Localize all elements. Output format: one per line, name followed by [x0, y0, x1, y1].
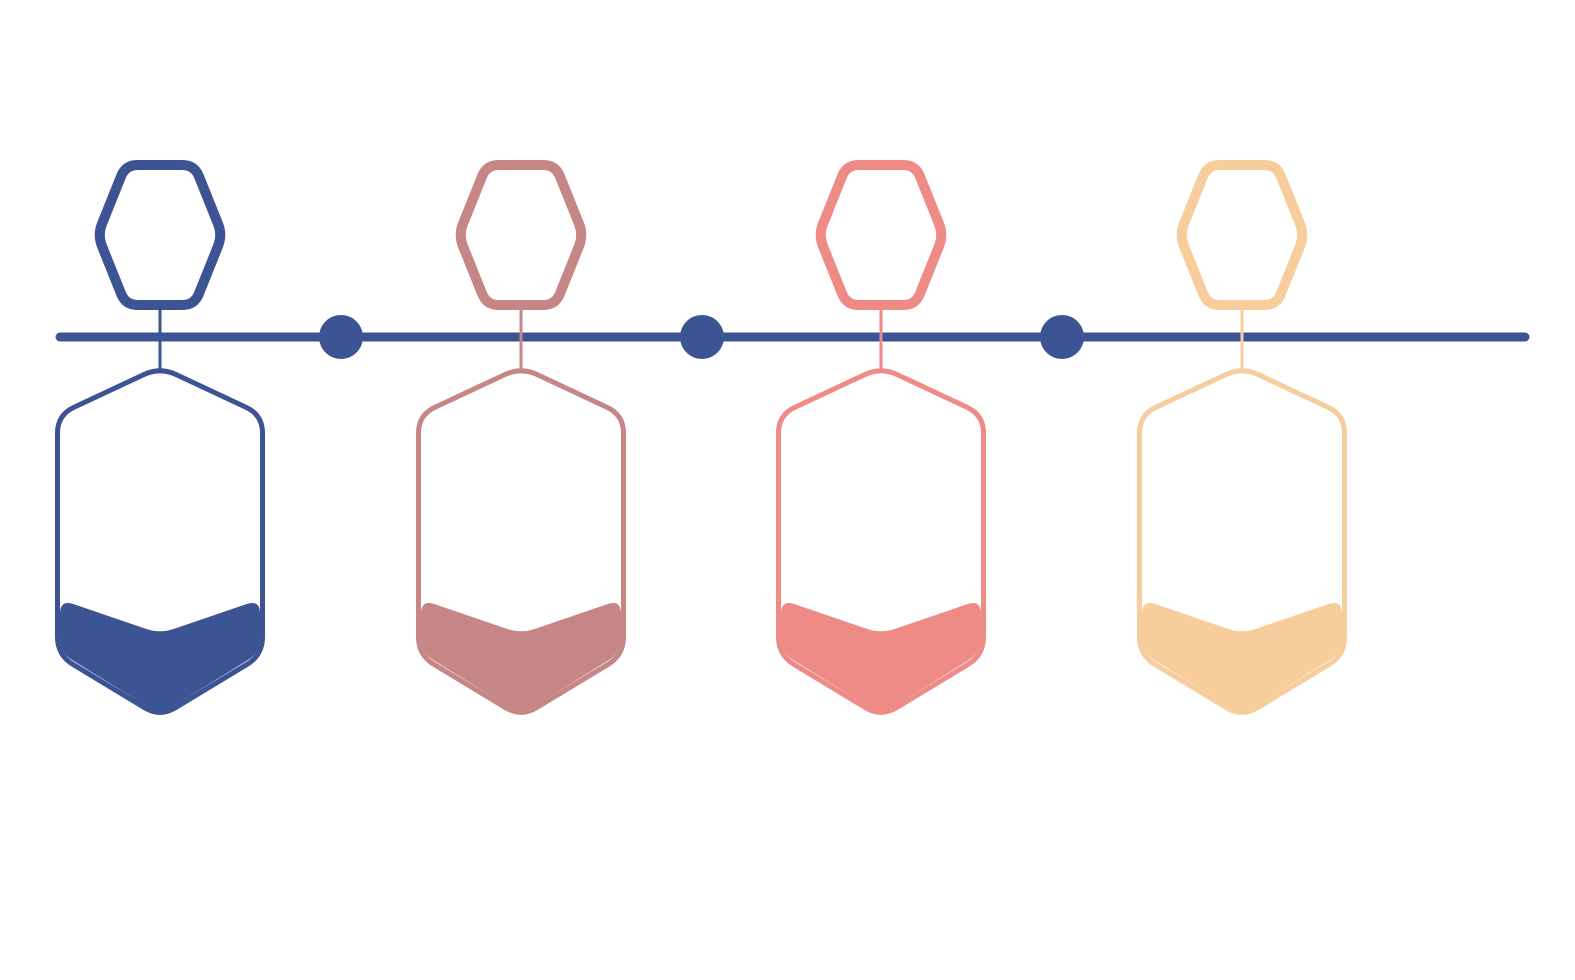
timeline-item-4	[1140, 165, 1345, 712]
top-hexagon-3	[821, 165, 942, 305]
top-hexagon-2	[461, 165, 582, 305]
timeline-dot-3	[1040, 315, 1084, 359]
timeline-item-2	[419, 165, 624, 712]
timeline-dot-1	[319, 315, 363, 359]
timeline-item-3	[779, 165, 984, 712]
timeline-item-1	[58, 165, 263, 712]
timeline-dot-2	[680, 315, 724, 359]
top-hexagon-1	[100, 165, 221, 305]
timeline-infographic	[0, 0, 1575, 980]
top-hexagon-4	[1182, 165, 1303, 305]
